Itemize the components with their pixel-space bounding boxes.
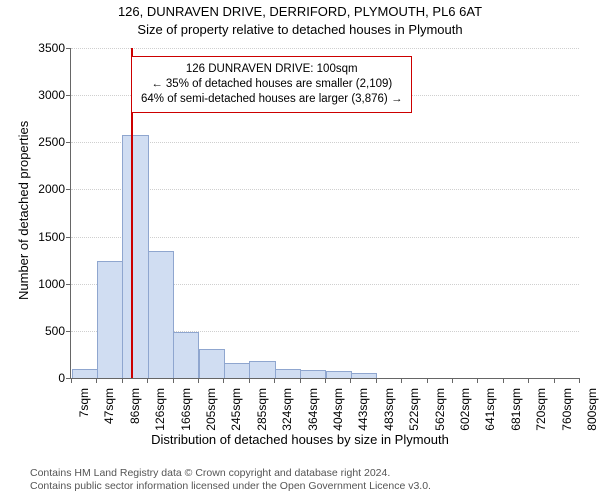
histogram-bar [148, 251, 174, 378]
page-subtitle: Size of property relative to detached ho… [0, 22, 600, 37]
xtick-mark [300, 378, 301, 383]
xtick-mark [452, 378, 453, 383]
xtick-mark [503, 378, 504, 383]
info-line: ← 35% of detached houses are smaller (2,… [141, 77, 402, 92]
footer-line-2: Contains public sector information licen… [30, 480, 431, 493]
xtick-label: 285sqm [255, 384, 269, 438]
xtick-mark [122, 378, 123, 383]
xtick-mark [554, 378, 555, 383]
xtick-label: 364sqm [306, 384, 320, 438]
xtick-mark [579, 378, 580, 383]
xtick-label: 562sqm [433, 384, 447, 438]
xtick-label: 324sqm [280, 384, 294, 438]
xtick-mark [274, 378, 275, 383]
xtick-mark [223, 378, 224, 383]
histogram-bar [249, 361, 275, 378]
xtick-mark [401, 378, 402, 383]
ytick-label: 2000 [38, 182, 71, 196]
info-line: 126 DUNRAVEN DRIVE: 100sqm [141, 62, 402, 77]
histogram-bar [224, 363, 250, 378]
xtick-mark [427, 378, 428, 383]
grid-line [71, 48, 579, 49]
xtick-mark [477, 378, 478, 383]
xtick-label: 47sqm [102, 384, 116, 438]
histogram-bar [300, 370, 326, 378]
histogram-bar [97, 261, 123, 378]
xtick-label: 205sqm [204, 384, 218, 438]
xtick-mark [173, 378, 174, 383]
xtick-label: 800sqm [585, 384, 599, 438]
xtick-mark [147, 378, 148, 383]
info-line: 64% of semi-detached houses are larger (… [141, 92, 402, 107]
xtick-label: 720sqm [534, 384, 548, 438]
ytick-label: 1000 [38, 277, 71, 291]
xtick-mark [96, 378, 97, 383]
footer-line-1: Contains HM Land Registry data © Crown c… [30, 467, 390, 480]
histogram-bar [326, 371, 352, 378]
xtick-label: 443sqm [356, 384, 370, 438]
histogram-bar [173, 332, 199, 378]
ytick-label: 3500 [38, 41, 71, 55]
xtick-label: 760sqm [560, 384, 574, 438]
xtick-mark [198, 378, 199, 383]
chart-container: 126, DUNRAVEN DRIVE, DERRIFORD, PLYMOUTH… [0, 0, 600, 500]
ytick-label: 3000 [38, 88, 71, 102]
xtick-mark [528, 378, 529, 383]
xtick-label: 483sqm [382, 384, 396, 438]
histogram-bar [275, 369, 301, 378]
x-axis-label: Distribution of detached houses by size … [0, 432, 600, 447]
histogram-bar [72, 369, 98, 378]
xtick-label: 641sqm [483, 384, 497, 438]
histogram-chart: 05001000150020002500300035007sqm47sqm86s… [70, 48, 579, 379]
xtick-label: 166sqm [179, 384, 193, 438]
ytick-label: 500 [45, 324, 71, 338]
y-axis-label: Number of detached properties [16, 121, 31, 300]
ytick-label: 2500 [38, 135, 71, 149]
xtick-mark [350, 378, 351, 383]
xtick-label: 681sqm [509, 384, 523, 438]
xtick-mark [376, 378, 377, 383]
ytick-label: 0 [58, 371, 71, 385]
ytick-label: 1500 [38, 230, 71, 244]
xtick-label: 126sqm [153, 384, 167, 438]
xtick-label: 522sqm [407, 384, 421, 438]
xtick-mark [249, 378, 250, 383]
xtick-label: 7sqm [77, 384, 91, 438]
histogram-bar [122, 135, 148, 378]
property-info-box: 126 DUNRAVEN DRIVE: 100sqm← 35% of detac… [131, 56, 412, 113]
xtick-label: 245sqm [229, 384, 243, 438]
page-title: 126, DUNRAVEN DRIVE, DERRIFORD, PLYMOUTH… [0, 4, 600, 19]
histogram-bar [199, 349, 225, 378]
xtick-label: 404sqm [331, 384, 345, 438]
xtick-label: 602sqm [458, 384, 472, 438]
histogram-bar [351, 373, 377, 378]
xtick-label: 86sqm [128, 384, 142, 438]
xtick-mark [71, 378, 72, 383]
xtick-mark [325, 378, 326, 383]
